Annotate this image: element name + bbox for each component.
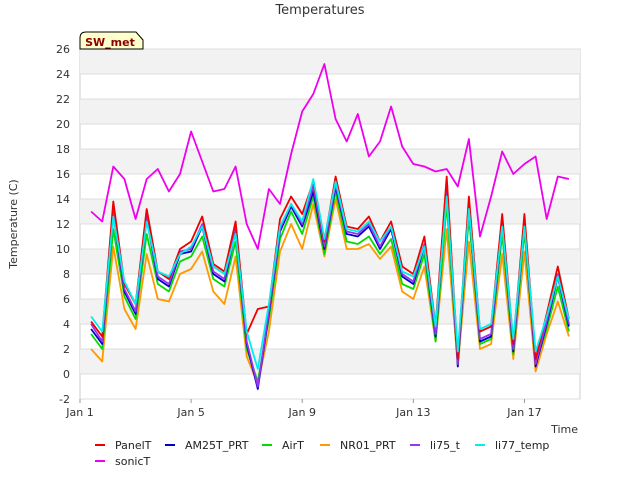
- y-tick-label: -2: [59, 393, 70, 406]
- grid-band: [80, 349, 580, 374]
- x-tick-label: Jan 13: [395, 406, 430, 419]
- series-line-li77_temp: [90, 178, 570, 370]
- y-tick-label: 4: [63, 318, 70, 331]
- y-tick-label: 16: [56, 168, 70, 181]
- y-tick-label: 20: [56, 118, 70, 131]
- y-tick-label: 8: [63, 268, 70, 281]
- x-tick-label: Jan 5: [176, 406, 204, 419]
- y-tick-label: 26: [56, 43, 70, 56]
- y-tick-label: 10: [56, 243, 70, 256]
- x-tick-label: Jan 17: [506, 406, 541, 419]
- badge-label: SW_met: [85, 36, 135, 49]
- grid-band: [80, 99, 580, 124]
- legend-label: li75_t: [430, 439, 461, 452]
- legend-label: PanelT: [115, 439, 152, 452]
- y-tick-label: 14: [56, 193, 70, 206]
- legend: PanelT AM25T_PRT AirT NR01_PRT li75_t li77_te…: [95, 439, 549, 468]
- grid-band: [80, 149, 580, 174]
- chart-title: Temperatures: [274, 3, 364, 18]
- legend-label: AirT: [282, 439, 304, 452]
- y-tick-label: 0: [63, 368, 70, 381]
- grid-band: [80, 49, 580, 74]
- y-tick-label: 22: [56, 93, 70, 106]
- y-tick-label: 24: [56, 68, 70, 81]
- legend-label: NR01_PRT: [340, 439, 396, 452]
- series-line-sonict: [90, 63, 570, 250]
- x-axis-label: Time: [550, 423, 578, 436]
- y-axis-label: Temperature (C): [7, 179, 20, 269]
- station-badge: SW_met: [79, 31, 144, 50]
- legend-label: AM25T_PRT: [185, 439, 249, 452]
- x-tick-labels: Jan 1 Jan 5 Jan 9 Jan 13 Jan 17: [65, 406, 541, 419]
- grid-band: [80, 299, 580, 324]
- legend-label: li77_temp: [495, 439, 549, 452]
- x-tick-label: Jan 1: [65, 406, 93, 419]
- y-tick-label: 2: [63, 343, 70, 356]
- legend-label: sonicT: [115, 455, 151, 468]
- y-tick-label: 6: [63, 293, 70, 306]
- y-tick-label: 12: [56, 218, 70, 231]
- x-tick-label: Jan 9: [287, 406, 315, 419]
- series-lines: [90, 63, 570, 390]
- grid-bands: [80, 49, 580, 374]
- badge-shape: [79, 31, 144, 50]
- y-tick-label: 18: [56, 143, 70, 156]
- series-line-li75_t: [90, 183, 570, 388]
